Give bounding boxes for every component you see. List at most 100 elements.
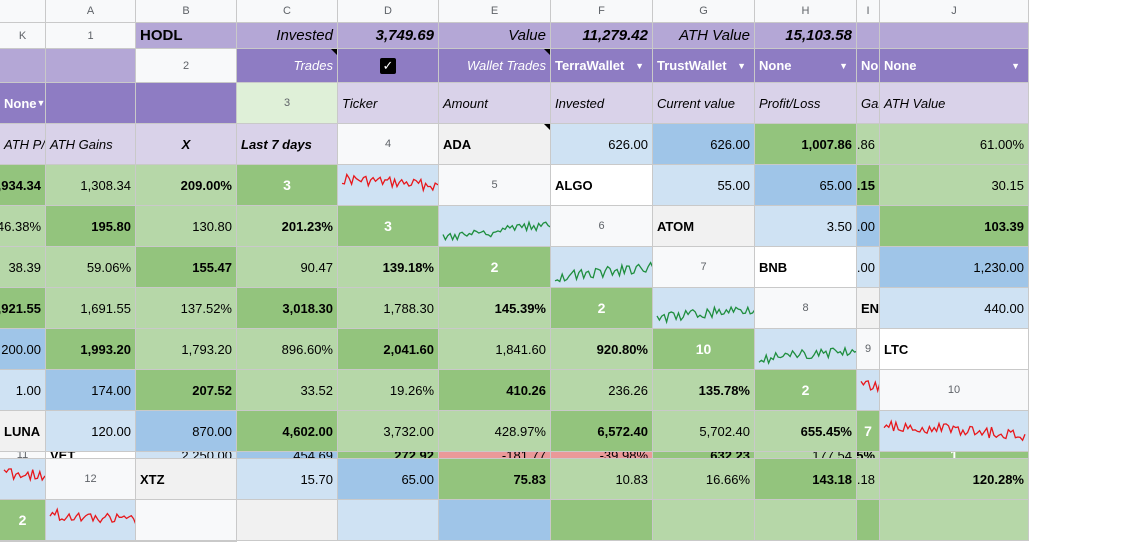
select-all-corner[interactable] [0, 0, 46, 23]
ath-pl-cell[interactable]: 78.18 [857, 459, 880, 500]
column-header-i[interactable]: I [857, 0, 880, 23]
column-header-c[interactable]: C [237, 0, 338, 23]
amount-cell[interactable]: 120.00 [46, 411, 136, 452]
row-header-10[interactable]: 10 [880, 370, 1029, 411]
amount-cell[interactable]: 15.70 [237, 459, 338, 500]
summary-empty-k[interactable] [46, 49, 136, 83]
current-value-cell[interactable]: 2,921.55 [0, 288, 46, 329]
ath-value-cell[interactable]: 155.47 [136, 247, 237, 288]
wallet-dropdown-2[interactable]: TrustWallet ▼ [653, 49, 755, 83]
column-header-e[interactable]: E [439, 0, 551, 23]
x-multiplier-cell[interactable]: 7 [857, 411, 880, 452]
row-13-cell[interactable] [551, 500, 653, 541]
summary-empty-h[interactable] [857, 23, 880, 49]
amount-cell[interactable]: 440.00 [880, 288, 1029, 329]
x-multiplier-cell[interactable]: 2 [755, 370, 857, 411]
invested-cell[interactable]: 626.00 [653, 124, 755, 165]
current-value-cell[interactable]: 4,602.00 [237, 411, 338, 452]
current-value-cell[interactable]: 272.92 [338, 452, 439, 459]
header-amount[interactable]: Amount [439, 83, 551, 124]
ath-value-cell[interactable]: 410.26 [439, 370, 551, 411]
invested-cell[interactable]: 65.00 [338, 459, 439, 500]
amount-cell[interactable]: 55.00 [653, 165, 755, 206]
ath-pl-cell[interactable]: 90.47 [237, 247, 338, 288]
header-profit-loss[interactable]: Profit/Loss [755, 83, 857, 124]
gains-cell[interactable]: 137.52% [136, 288, 237, 329]
profit-loss-cell[interactable]: 1,793.20 [136, 329, 237, 370]
row-header-13[interactable] [136, 500, 237, 541]
sparkline-cell[interactable] [857, 370, 880, 411]
row-header-12[interactable]: 12 [46, 459, 136, 500]
summary-value-value[interactable]: 11,279.42 [551, 23, 653, 49]
row-13-cell[interactable] [439, 500, 551, 541]
x-multiplier-cell[interactable]: 2 [0, 500, 46, 541]
profit-loss-cell[interactable]: 3,732.00 [338, 411, 439, 452]
header-x[interactable]: X [136, 124, 237, 165]
row-13-cell[interactable] [237, 500, 338, 541]
row-13-cell[interactable] [338, 500, 439, 541]
ath-value-cell[interactable]: 632.23 [653, 452, 755, 459]
x-multiplier-cell[interactable]: 3 [338, 206, 439, 247]
invested-cell[interactable]: 1,230.00 [880, 247, 1029, 288]
profit-loss-cell[interactable]: 1,691.55 [46, 288, 136, 329]
current-value-cell[interactable]: 95.15 [857, 165, 880, 206]
ticker-cell[interactable]: ADA [439, 124, 551, 165]
current-value-cell[interactable]: 1,993.20 [46, 329, 136, 370]
ath-value-cell[interactable]: 195.80 [46, 206, 136, 247]
invested-cell[interactable]: 174.00 [46, 370, 136, 411]
amount-cell[interactable]: 5.00 [857, 247, 880, 288]
amount-cell[interactable]: 3.50 [755, 206, 857, 247]
invested-cell[interactable]: 870.00 [136, 411, 237, 452]
ath-pl-cell[interactable]: 1,841.60 [439, 329, 551, 370]
dropdown-arrow-icon[interactable]: ▼ [737, 60, 746, 71]
gains-cell[interactable]: 428.97% [439, 411, 551, 452]
dropdown-arrow-icon[interactable]: ▼ [839, 60, 848, 71]
ath-gains-cell[interactable]: 135.78% [653, 370, 755, 411]
row-13-cell[interactable] [755, 500, 857, 541]
invested-cell[interactable]: 200.00 [0, 329, 46, 370]
column-header-d[interactable]: D [338, 0, 439, 23]
wallet-dropdown-4[interactable]: None▼ [857, 49, 880, 83]
ath-gains-cell[interactable]: 201.23% [237, 206, 338, 247]
sparkline-cell[interactable] [46, 500, 136, 541]
row-header-6[interactable]: 6 [551, 206, 653, 247]
summary-invested-value[interactable]: 3,749.69 [338, 23, 439, 49]
header-last-7-days[interactable]: Last 7 days [237, 124, 338, 165]
ath-pl-cell[interactable]: 130.80 [136, 206, 237, 247]
ath-pl-cell[interactable]: 1,788.30 [338, 288, 439, 329]
ath-gains-cell[interactable]: 39.05% [857, 452, 880, 459]
column-header-g[interactable]: G [653, 0, 755, 23]
profit-loss-cell[interactable]: 30.15 [880, 165, 1029, 206]
gains-cell[interactable]: 19.26% [338, 370, 439, 411]
ath-value-cell[interactable]: 1,934.34 [0, 165, 46, 206]
profit-loss-cell[interactable]: 381.86 [857, 124, 880, 165]
amount-cell[interactable]: 2,250.00 [136, 452, 237, 459]
trades-label[interactable]: Trades [237, 49, 338, 83]
ticker-cell[interactable]: ATOM [653, 206, 755, 247]
ath-gains-cell[interactable]: 120.28% [880, 459, 1029, 500]
row-header-5[interactable]: 5 [439, 165, 551, 206]
x-multiplier-cell[interactable]: 3 [237, 165, 338, 206]
summary-title[interactable]: HODL [136, 23, 237, 49]
gains-cell[interactable]: 16.66% [653, 459, 755, 500]
summary-empty-i[interactable] [880, 23, 1029, 49]
invested-cell[interactable]: 65.00 [857, 206, 880, 247]
summary-ath-value[interactable]: 15,103.58 [755, 23, 857, 49]
column-header-a[interactable]: A [46, 0, 136, 23]
ath-gains-cell[interactable]: 145.39% [439, 288, 551, 329]
summary-value-label[interactable]: Value [439, 23, 551, 49]
ticker-cell[interactable]: XTZ [136, 459, 237, 500]
ath-gains-cell[interactable]: 139.18% [338, 247, 439, 288]
header-ticker[interactable]: Ticker [338, 83, 439, 124]
current-value-cell[interactable]: 103.39 [880, 206, 1029, 247]
ath-gains-cell[interactable]: 655.45% [755, 411, 857, 452]
ath-gains-cell[interactable]: 920.80% [551, 329, 653, 370]
current-value-cell[interactable]: 1,007.86 [755, 124, 857, 165]
header-gains[interactable]: Gains [857, 83, 880, 124]
ath-pl-cell[interactable]: 177.54 [755, 452, 857, 459]
ticker-cell[interactable]: ALGO [551, 165, 653, 206]
column-header-b[interactable]: B [136, 0, 237, 23]
sparkline-cell[interactable] [880, 411, 1029, 452]
sparkline-cell[interactable] [0, 459, 46, 500]
header-ath-pl[interactable]: ATH P/L [0, 124, 46, 165]
